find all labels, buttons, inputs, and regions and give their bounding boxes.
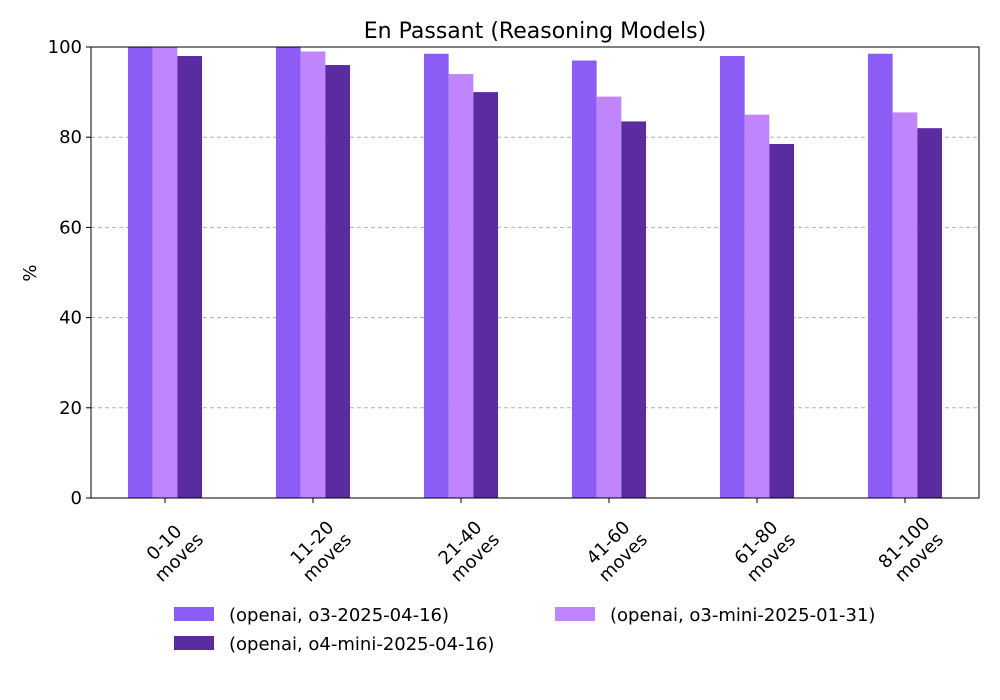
plot-frame: [90, 46, 980, 499]
bar: [423, 53, 449, 498]
y-axis-ticks: 0 20 40 60 80 100: [48, 37, 91, 509]
chart-title: En Passant (Reasoning Models): [364, 19, 706, 44]
bar: [621, 121, 647, 498]
bar: [275, 47, 301, 498]
legend-swatch: [174, 636, 214, 650]
bar: [473, 92, 499, 498]
legend-swatch: [555, 607, 595, 621]
bar: [917, 128, 943, 498]
bar: [596, 96, 622, 499]
legend-label: (openai, o3-2025-04-16): [229, 605, 449, 626]
legend-label: (openai, o4-mini-2025-04-16): [229, 634, 494, 655]
bar: [769, 143, 795, 498]
bar: [867, 53, 893, 498]
legend-label: (openai, o3-mini-2025-01-31): [610, 605, 875, 626]
bar: [448, 74, 474, 498]
x-tick-label: 21-40moves: [432, 514, 504, 586]
legend: (openai, o3-2025-04-16) (openai, o3-mini-…: [174, 605, 875, 655]
y-tick-label: 40: [59, 308, 82, 329]
bar: [892, 112, 918, 499]
y-axis-label: %: [20, 264, 41, 281]
grid-lines: [91, 136, 979, 409]
y-tick-label: 100: [48, 37, 82, 58]
y-tick-label: 20: [59, 398, 82, 419]
y-tick-label: 0: [71, 488, 82, 509]
bars: [127, 47, 943, 499]
bar: [744, 114, 770, 499]
bar: [127, 47, 153, 498]
x-tick-label: 61-80moves: [728, 514, 800, 586]
y-tick-label: 80: [59, 127, 82, 148]
x-tick-label: 41-60moves: [580, 514, 652, 586]
x-tick-label: 0-10moves: [136, 514, 208, 586]
bar: [152, 47, 178, 498]
bar: [571, 60, 597, 498]
bar: [719, 56, 745, 499]
x-tick-label: 81-100moves: [875, 513, 950, 588]
x-tick-label: 11-20moves: [284, 514, 356, 586]
x-axis-ticks: 0-10moves 11-20moves 21-40moves 41-60moves 6…: [136, 498, 950, 588]
bar: [177, 56, 203, 499]
y-tick-label: 60: [59, 217, 82, 238]
bar: [325, 65, 351, 498]
legend-swatch: [174, 607, 214, 621]
bar: [300, 51, 326, 498]
